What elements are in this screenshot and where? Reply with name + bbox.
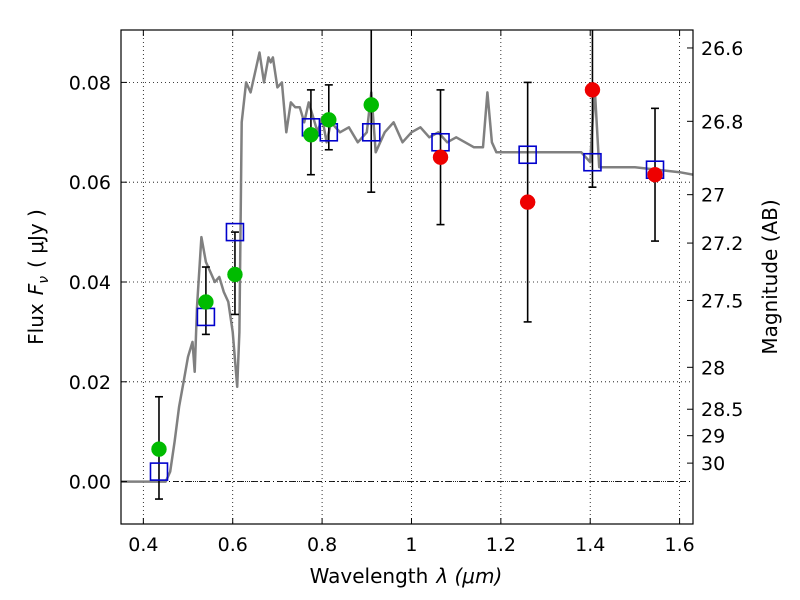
y2-tick-label: 27.2 xyxy=(701,233,743,255)
model-spectrum-line xyxy=(121,51,693,483)
plot-frame xyxy=(120,29,694,525)
model-photometry-square xyxy=(361,122,381,142)
data-markers xyxy=(149,82,665,481)
y2-tick-label: 29 xyxy=(701,426,725,448)
y-tick-label: 0.00 xyxy=(69,472,111,494)
observed-flux-point xyxy=(303,127,319,143)
y2-tick-label: 28 xyxy=(701,357,725,379)
y-tick-label: 0.02 xyxy=(69,372,111,394)
y-axis-label: Flux xyxy=(24,303,48,345)
observed-flux-point xyxy=(584,82,601,98)
model-photometry-square xyxy=(225,222,245,242)
model-spectrum-layer xyxy=(121,51,693,483)
y2-tick-label: 30 xyxy=(701,453,725,475)
x-axis-label: Wavelength xyxy=(310,564,429,588)
grid xyxy=(121,30,693,524)
y2-tick-label: 28.5 xyxy=(701,399,743,421)
observed-flux-point xyxy=(363,97,379,113)
y2-tick-label: 26.8 xyxy=(701,111,743,133)
x-axis-symbol: λ (μm) xyxy=(435,564,502,588)
x-axis-title: Wavelength λ (μm) xyxy=(310,564,503,588)
observed-flux-point xyxy=(227,266,243,283)
y-axis-units: ( μJy ) xyxy=(24,209,48,268)
model-photometry-square xyxy=(518,145,537,165)
y2-tick-label: 26.6 xyxy=(701,38,743,60)
observed-flux-point xyxy=(321,112,337,128)
y2-tick-label: 27 xyxy=(701,185,725,207)
x-tick-label: 0.6 xyxy=(218,534,248,556)
y2-tick-label: 27.5 xyxy=(701,290,743,312)
observed-flux-point xyxy=(151,441,167,457)
y-tick-label: 0.08 xyxy=(69,72,111,94)
observed-flux-point xyxy=(647,166,663,183)
x-tick-label: 0.8 xyxy=(307,534,337,556)
observed-flux-point xyxy=(519,194,536,210)
x-tick-label: 1.6 xyxy=(664,534,694,556)
observed-flux-point xyxy=(432,149,449,165)
x-tick-label: 0.4 xyxy=(128,534,158,556)
y-tick-label: 0.06 xyxy=(69,172,111,194)
x-tick-label: 1.2 xyxy=(486,534,516,556)
x-tick-label: 1.4 xyxy=(575,534,605,556)
y-axis-symbol: F xyxy=(24,283,48,295)
y-tick-label: 0.04 xyxy=(69,272,111,294)
axis-ticks: 0.4 0.6 0.8 1 1.2 1.4 1.6 0.00 0.02 0.04 0.06 0.08 2… xyxy=(69,30,743,556)
y-axis-title: Flux Fν ( μJy ) xyxy=(24,209,52,345)
y2-axis-title: Magnitude (AB) xyxy=(758,199,782,354)
model-photometry-square xyxy=(583,152,602,172)
observed-flux-point xyxy=(198,294,214,310)
x-tick-label: 1 xyxy=(405,534,417,556)
model-photometry-square xyxy=(149,462,169,481)
y-axis-symbol-subscript: ν xyxy=(36,276,52,284)
